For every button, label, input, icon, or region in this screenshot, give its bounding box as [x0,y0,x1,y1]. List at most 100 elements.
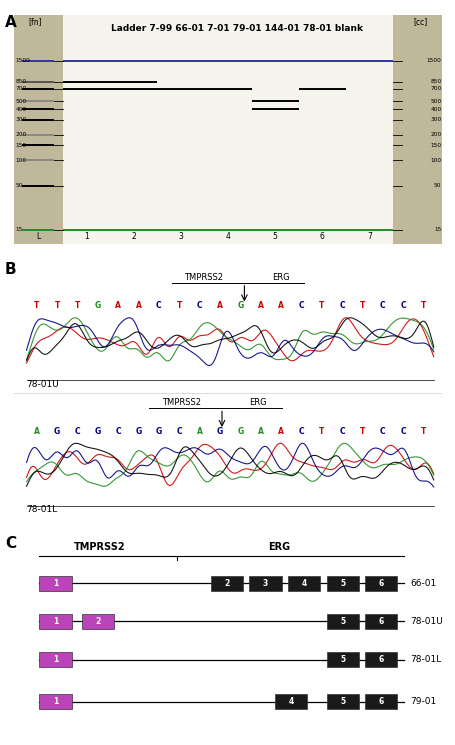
Text: TMPRSS2: TMPRSS2 [162,398,200,407]
Bar [364,614,396,629]
Text: 5: 5 [339,617,344,626]
Text: A: A [217,301,222,310]
Text: T: T [34,301,39,310]
Bar [288,576,319,591]
Bar [274,694,307,709]
Text: 200: 200 [16,132,27,137]
Bar [39,614,71,629]
Text: 4: 4 [288,697,293,706]
Bar [364,694,396,709]
Text: C: C [298,427,303,436]
Text: 2: 2 [131,232,136,241]
Text: [fn]: [fn] [29,17,42,26]
Text: 7: 7 [366,232,371,241]
Text: G: G [95,427,101,436]
Text: C: C [5,536,16,551]
Text: A: A [257,427,263,436]
Text: 50: 50 [16,183,23,188]
Text: G: G [95,301,101,310]
Text: 300: 300 [16,117,27,122]
Text: T: T [75,301,80,310]
Text: L: L [36,232,40,241]
Text: 50: 50 [433,183,440,188]
Text: A: A [196,427,202,436]
Text: C: C [176,427,182,436]
Text: A: A [5,15,17,30]
Text: C: C [379,427,385,436]
Text: 1500: 1500 [16,58,30,63]
Bar [39,652,71,667]
Text: 15: 15 [433,227,440,232]
Text: 400: 400 [16,107,27,112]
Bar [39,694,71,709]
Text: 66-01: 66-01 [410,579,435,588]
Text: G: G [217,427,222,436]
Text: C: C [339,427,344,436]
Text: 6: 6 [378,617,383,626]
Bar [326,576,358,591]
Bar [210,576,243,591]
Text: T: T [318,427,324,436]
Text: 150: 150 [430,143,440,148]
Text: 150: 150 [16,143,27,148]
Text: T: T [420,427,425,436]
Bar [364,576,396,591]
Text: G: G [156,427,162,436]
Text: 78-01L: 78-01L [26,505,58,514]
Text: G: G [135,427,142,436]
Text: 700: 700 [429,86,440,91]
Text: T: T [359,301,364,310]
Text: ERG: ERG [268,542,290,552]
Text: C: C [399,301,405,310]
Bar [326,614,358,629]
Text: A: A [278,427,283,436]
Text: 6: 6 [319,232,324,241]
Text: 100: 100 [16,158,27,162]
Text: 1500: 1500 [425,58,440,63]
Text: TMPRSS2: TMPRSS2 [184,273,222,282]
Text: T: T [420,301,425,310]
Text: T: T [54,301,60,310]
Text: 79-01: 79-01 [410,697,435,706]
Text: 300: 300 [429,117,440,122]
Text: 850: 850 [16,79,27,84]
Text: C: C [115,427,121,436]
Text: C: C [156,301,162,310]
Text: 1: 1 [84,232,89,241]
Text: C: C [197,301,202,310]
Text: 4: 4 [225,232,230,241]
Text: A: A [257,301,263,310]
Text: G: G [237,301,243,310]
Text: 2: 2 [224,579,229,588]
Text: TMPRSS2: TMPRSS2 [73,542,125,552]
Text: 100: 100 [430,158,440,162]
Text: 78-01U: 78-01U [26,380,59,389]
Text: 500: 500 [16,98,27,104]
Bar [392,15,441,244]
Text: Ladder 7-99 66-01 7-01 79-01 144-01 78-01 blank: Ladder 7-99 66-01 7-01 79-01 144-01 78-0… [110,24,362,33]
Text: 78-01L: 78-01L [410,655,440,664]
Text: 400: 400 [429,107,440,112]
Bar [82,614,114,629]
Text: 1: 1 [53,655,58,664]
Text: 700: 700 [16,86,27,91]
Text: A: A [115,301,121,310]
Text: C: C [75,427,80,436]
Text: 500: 500 [429,98,440,104]
Text: B: B [5,262,17,277]
Text: T: T [318,301,324,310]
Text: C: C [298,301,303,310]
Text: A: A [135,301,141,310]
Text: 5: 5 [339,697,344,706]
Text: G: G [54,427,60,436]
Text: 78-01U: 78-01U [410,617,442,626]
Bar [326,694,358,709]
Text: 3: 3 [178,232,183,241]
Bar [249,576,281,591]
Text: 6: 6 [378,697,383,706]
Text: 6: 6 [378,579,383,588]
Text: G: G [237,427,243,436]
Text: ERG: ERG [272,273,289,282]
Text: 5: 5 [272,232,277,241]
Text: A: A [278,301,283,310]
